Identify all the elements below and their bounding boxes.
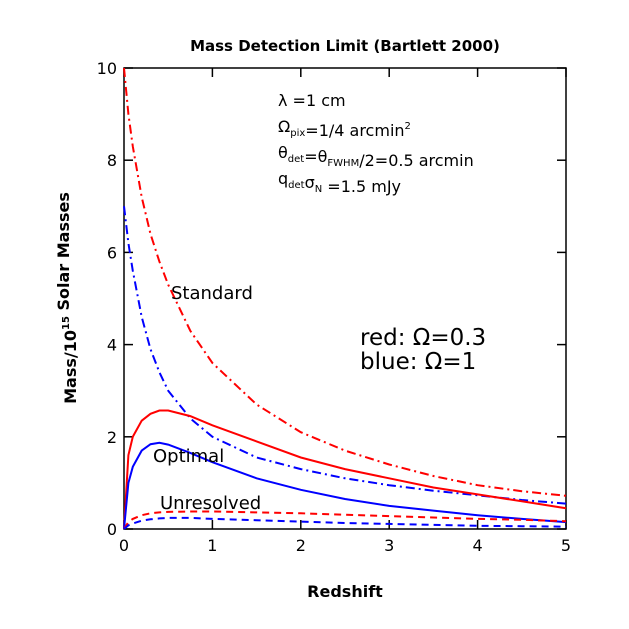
- text-run: =θ: [304, 147, 327, 166]
- text-run: =1/4 arcmin: [305, 121, 404, 140]
- subscript: pix: [290, 128, 305, 139]
- x-tick-label: 5: [561, 536, 571, 555]
- text-run: Mass/10: [61, 330, 80, 404]
- y-tick-label: 2: [107, 428, 117, 447]
- data-line: [123, 409, 567, 530]
- x-axis-label: Redshift: [307, 582, 383, 601]
- y-tick-label: 6: [107, 243, 117, 262]
- parameter-line: θdet=θFWHM/2=0.5 arcmin: [278, 143, 474, 170]
- y-tick-label: 4: [107, 336, 117, 355]
- data-line: [123, 516, 567, 530]
- text-run: =1.5 mJy: [322, 177, 401, 196]
- text-run: Solar Masses: [54, 192, 73, 316]
- x-tick-label: 3: [384, 536, 394, 555]
- text-run: /2=0.5 arcmin: [359, 151, 474, 170]
- y-tick-label: 8: [107, 151, 117, 170]
- text-run: σ: [305, 173, 315, 192]
- x-tick-label: 0: [119, 536, 129, 555]
- y-tick-label: 10: [97, 59, 117, 78]
- text-run: Ω: [278, 117, 290, 136]
- y-tick-label: 0: [107, 520, 117, 539]
- text-run: λ =1 cm: [278, 91, 346, 110]
- data-line: [123, 206, 567, 505]
- subscript: FWHM: [327, 158, 359, 169]
- x-tick-label: 4: [473, 536, 483, 555]
- x-tick-label: 2: [296, 536, 306, 555]
- parameter-line: Ωpix=1/4 arcmin2: [278, 117, 411, 140]
- data-line: [123, 510, 567, 530]
- text-run: q: [278, 169, 288, 188]
- parameter-line: qdetσN =1.5 mJy: [278, 169, 401, 196]
- annotation: Unresolved: [160, 493, 261, 514]
- subscript: N: [315, 184, 322, 195]
- annotation: Standard: [171, 283, 253, 304]
- superscript: 2: [405, 121, 411, 132]
- y-axis-label: Mass/1015 Solar Masses: [54, 192, 80, 404]
- data-line: [123, 67, 567, 497]
- text-run: θ: [278, 143, 288, 162]
- parameter-line: λ =1 cm: [278, 91, 346, 110]
- annotation: blue: Ω=1: [360, 349, 476, 375]
- annotation: red: Ω=0.3: [360, 325, 486, 351]
- x-tick-label: 1: [207, 536, 217, 555]
- subscript: det: [288, 154, 305, 165]
- subscript: det: [288, 180, 305, 191]
- plot-frame: [123, 67, 567, 530]
- chart-title: Mass Detection Limit (Bartlett 2000): [190, 37, 500, 55]
- annotation: Optimal: [153, 446, 224, 467]
- data-line: [123, 441, 567, 530]
- superscript: 15: [61, 316, 72, 330]
